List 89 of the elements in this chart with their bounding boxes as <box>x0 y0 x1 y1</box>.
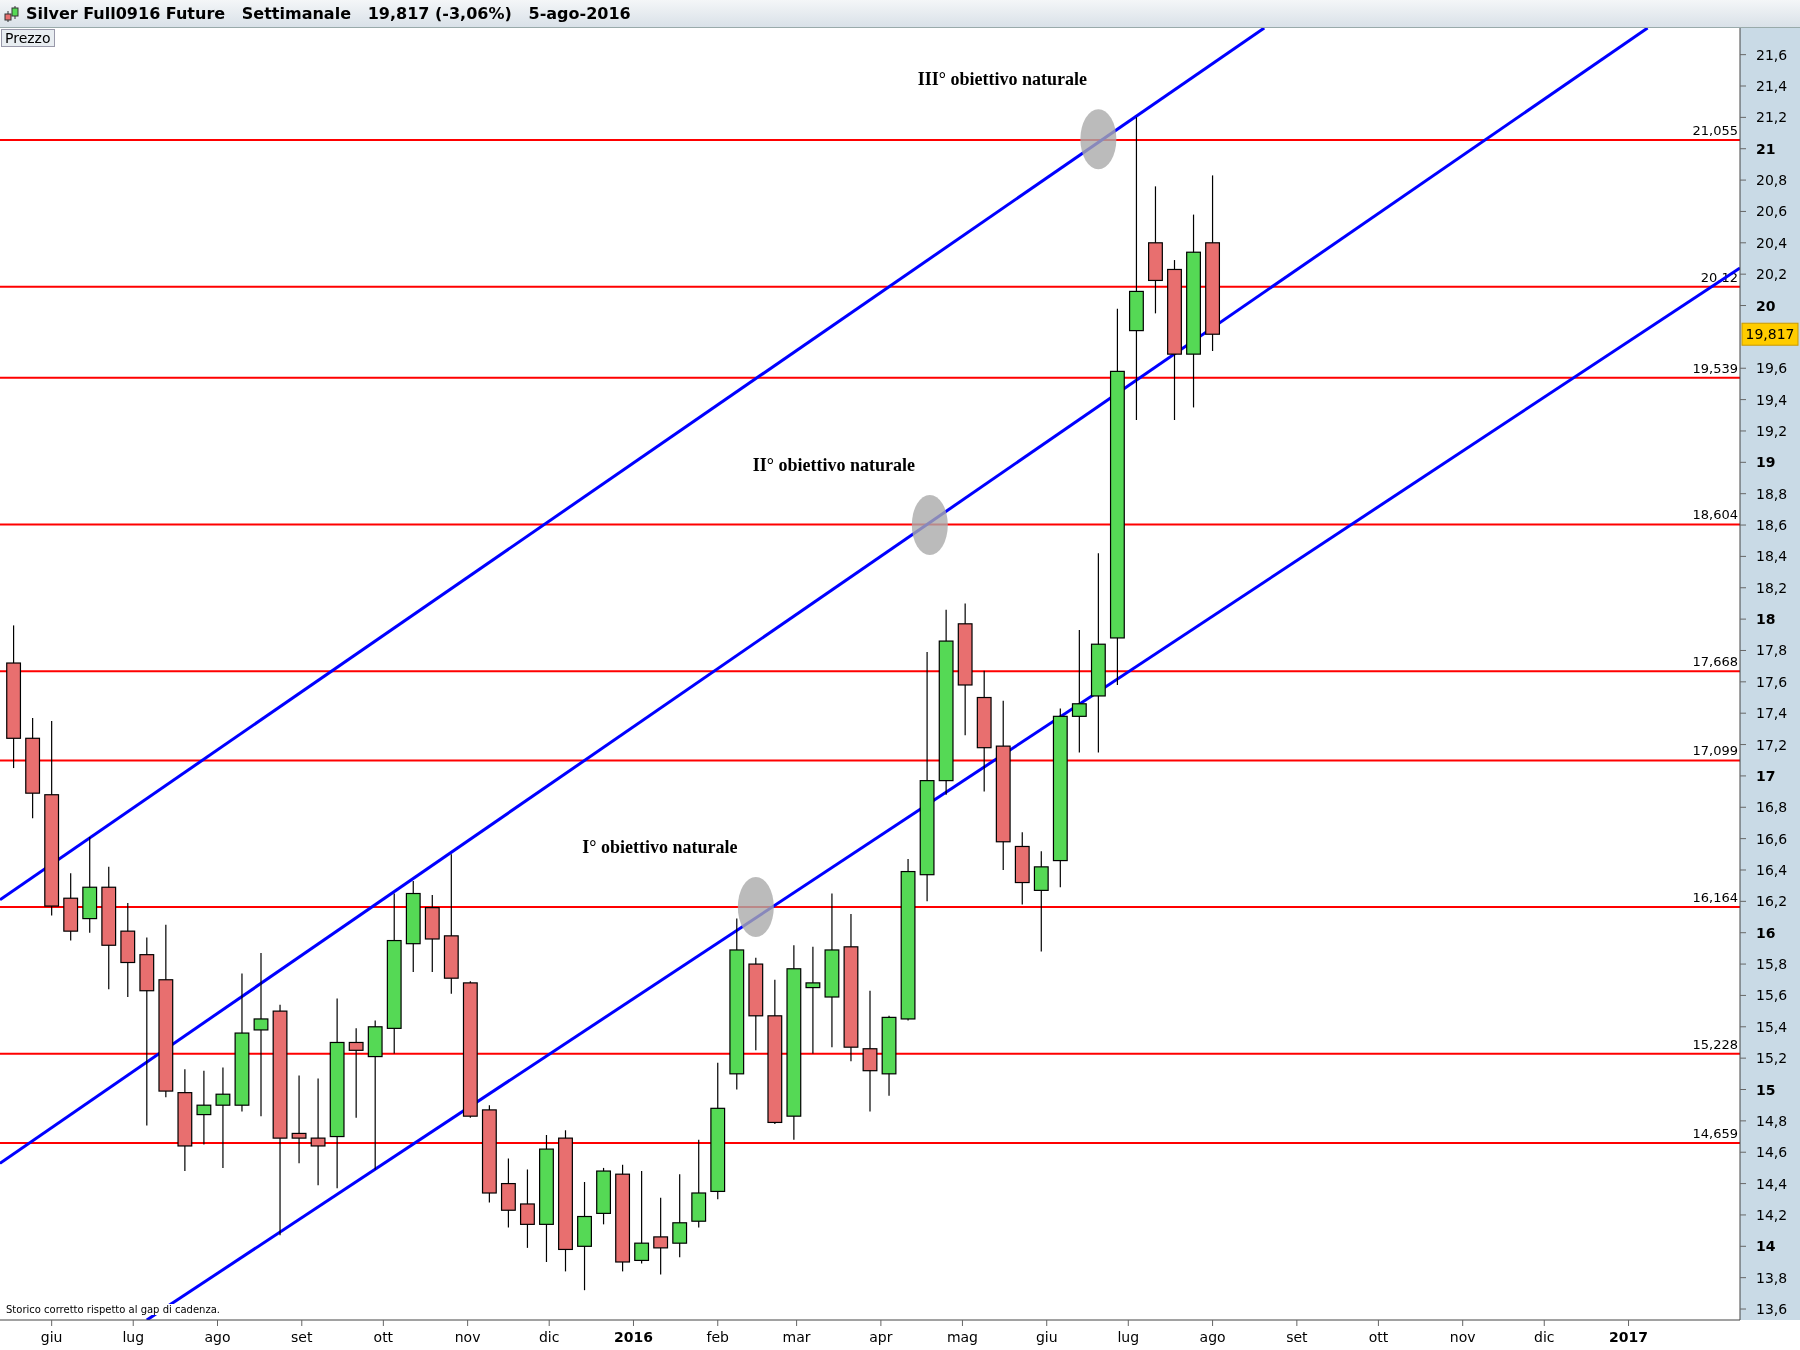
y-tick-label: 21,6 <box>1756 46 1788 63</box>
y-tick-label: 15,4 <box>1756 1018 1788 1035</box>
candlestick <box>291 1074 307 1164</box>
y-tick-label: 18,8 <box>1756 485 1788 502</box>
y-tick-label: 14,4 <box>1756 1175 1788 1192</box>
x-tick-label: ago <box>204 1329 231 1345</box>
y-tick-label: 20,4 <box>1756 234 1788 251</box>
candlestick <box>634 1170 650 1265</box>
y-tick-label: 19,2 <box>1756 422 1788 439</box>
y-tick-label: 14,8 <box>1756 1112 1788 1129</box>
y-tick-label: 19,6 <box>1756 360 1788 377</box>
candlestick <box>310 1077 326 1186</box>
ref-line-label: 21,055 <box>1692 123 1738 139</box>
candlestick <box>196 1070 212 1145</box>
x-tick-label: nov <box>454 1329 481 1345</box>
x-tick-label: ott <box>1368 1329 1389 1345</box>
x-tick-label: giu <box>40 1329 63 1345</box>
x-tick-label: lug <box>1117 1329 1140 1345</box>
ref-line-label: 19,539 <box>1692 360 1738 376</box>
y-tick-label: 16,2 <box>1756 893 1788 910</box>
y-tick-label: 15,8 <box>1756 956 1788 973</box>
x-tick-label: apr <box>869 1329 893 1345</box>
y-tick-label: 17,2 <box>1756 736 1788 753</box>
y-tick-label: 20,2 <box>1756 266 1788 283</box>
ref-line-label: 17,668 <box>1692 654 1738 670</box>
y-tick-label: 19 <box>1756 454 1776 471</box>
candlestick <box>348 1027 364 1119</box>
candlestick <box>805 946 821 1055</box>
x-tick-label: set <box>291 1329 313 1345</box>
y-tick-label: 14 <box>1756 1238 1776 1255</box>
y-tick-label: 21,2 <box>1756 109 1788 126</box>
ref-line-label: 18,604 <box>1692 507 1738 523</box>
x-tick-label: feb <box>706 1329 730 1345</box>
y-tick-label: 16,6 <box>1756 830 1788 847</box>
y-tick-label: 14,6 <box>1756 1144 1788 1161</box>
y-tick-label: 17,4 <box>1756 705 1788 722</box>
x-tick-label: mar <box>782 1329 811 1345</box>
y-tick-label: 17,6 <box>1756 673 1788 690</box>
y-tick-label: 18,2 <box>1756 579 1788 596</box>
chart-subtitle: Prezzo <box>1 29 55 47</box>
x-tick-label: 2016 <box>613 1329 653 1345</box>
chart-title: Silver Full0916 Future Settimanale 19,817 (-3,06%) 5-ago-2016 <box>26 4 631 23</box>
y-tick-label: 16,4 <box>1756 862 1788 878</box>
ref-line-label: 17,099 <box>1692 743 1738 759</box>
x-tick-label: dic <box>1534 1329 1555 1345</box>
x-tick-label: dic <box>538 1329 560 1345</box>
y-tick-label: 20,8 <box>1756 172 1788 189</box>
y-tick-label: 17,8 <box>1756 642 1788 659</box>
candlestick <box>1071 629 1087 753</box>
y-tick-label: 21,4 <box>1756 78 1788 95</box>
text: 19,817 <box>1745 326 1795 343</box>
y-tick-label: 19,4 <box>1756 391 1788 408</box>
x-tick-label: 2017 <box>1609 1329 1649 1345</box>
y-tick-label: 17 <box>1756 767 1776 784</box>
x-tick-label: ago <box>1199 1329 1226 1345</box>
y-tick-label: 15,6 <box>1756 987 1788 1004</box>
y-tick-label: 14,2 <box>1756 1206 1788 1223</box>
annotation: I° obiettivo naturale <box>582 837 738 857</box>
y-tick-label: 21 <box>1756 140 1776 157</box>
x-tick-label: giu <box>1035 1329 1058 1345</box>
annotation: Storico corretto rispetto al gap di cadenza. <box>4 1304 222 1315</box>
y-tick-label: 18,6 <box>1756 517 1788 534</box>
y-tick-label: 20 <box>1756 297 1776 314</box>
ref-line-label: 15,228 <box>1692 1036 1738 1052</box>
y-tick-label: 20,6 <box>1756 203 1788 220</box>
ref-line-label: 16,164 <box>1692 890 1738 905</box>
y-tick-label: 15,2 <box>1756 1050 1788 1067</box>
candlestick <box>862 990 878 1113</box>
candlestick <box>215 1066 231 1169</box>
y-tick-label: 18,4 <box>1756 548 1788 565</box>
y-tick-label: 13,8 <box>1756 1269 1788 1286</box>
y-tick-label: 18 <box>1756 611 1776 628</box>
y-tick-label: 16 <box>1756 924 1776 941</box>
candlestick <box>653 1197 669 1276</box>
y-tick-label: 15 <box>1756 1081 1776 1098</box>
y-tick-label: 16,8 <box>1756 799 1788 816</box>
candlestick <box>253 952 269 1117</box>
x-tick-label: ott <box>373 1329 394 1345</box>
candlestick <box>672 1173 688 1258</box>
x-tick-label: nov <box>1449 1329 1476 1345</box>
ref-line-label: 14,659 <box>1692 1125 1738 1141</box>
annotation: II° obiettivo naturale <box>752 455 915 476</box>
x-tick-label: set <box>1286 1329 1309 1345</box>
candlestick <box>519 1168 535 1249</box>
annotation: III° obiettivo naturale <box>917 69 1087 90</box>
candlestick <box>1033 850 1049 953</box>
x-tick-label: mag <box>946 1329 978 1345</box>
y-tick-label: 13,6 <box>1756 1301 1788 1318</box>
x-tick-label: lug <box>122 1329 145 1345</box>
